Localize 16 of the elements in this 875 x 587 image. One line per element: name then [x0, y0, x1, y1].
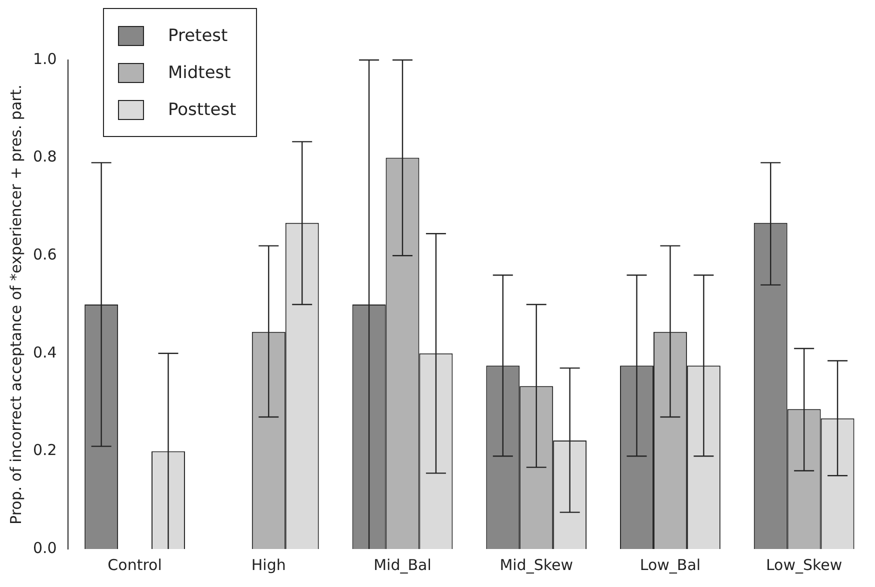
legend-label: Midtest [168, 62, 231, 82]
y-tick-label: 0.6 [32, 245, 57, 264]
x-tick-label: Mid_Skew [500, 556, 574, 574]
y-tick-label: 1.0 [32, 50, 57, 68]
x-tick-label: Low_Bal [640, 556, 701, 574]
y-tick-label: 0.8 [32, 148, 57, 166]
x-tick-label: High [251, 556, 286, 574]
x-tick-label: Low_Skew [766, 556, 842, 574]
y-axis-title: Prop. of incorrect acceptance of *experiencer + pres. part. [6, 84, 25, 524]
legend-label: Posttest [168, 100, 236, 120]
x-tick-label: Mid_Bal [374, 556, 432, 574]
y-tick-label: 0.0 [32, 538, 57, 557]
y-tick-label: 0.4 [32, 343, 57, 362]
legend-label: Pretest [168, 26, 228, 46]
y-tick-label: 0.2 [32, 441, 57, 460]
x-tick-label: Control [108, 556, 162, 574]
